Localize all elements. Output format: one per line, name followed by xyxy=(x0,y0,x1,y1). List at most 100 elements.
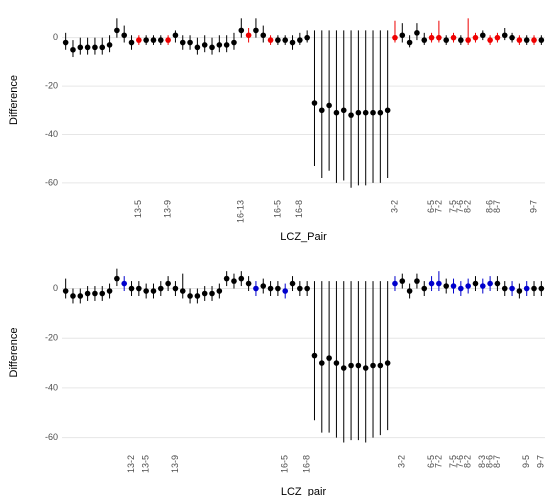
y-tick-label: -20 xyxy=(45,333,58,343)
point xyxy=(523,37,530,43)
point xyxy=(275,37,281,43)
point xyxy=(128,285,135,292)
point xyxy=(414,30,420,36)
point xyxy=(443,283,450,289)
point xyxy=(509,285,515,292)
point xyxy=(172,285,179,292)
point xyxy=(231,278,237,284)
point xyxy=(187,293,193,299)
y-tick-label: 0 xyxy=(53,283,58,293)
point xyxy=(136,285,142,292)
point xyxy=(377,362,384,369)
point xyxy=(238,27,245,34)
y-axis-title: Difference xyxy=(8,328,20,378)
point xyxy=(136,37,142,43)
x-axis-title: LCZ_pair xyxy=(281,486,327,496)
point xyxy=(406,39,413,46)
x-tick-label: 7-2 xyxy=(433,455,443,468)
point xyxy=(194,44,201,51)
point xyxy=(384,360,391,366)
point xyxy=(318,107,325,114)
point xyxy=(143,37,149,43)
point xyxy=(304,34,310,41)
point xyxy=(392,34,398,41)
y-tick-label: -40 xyxy=(45,129,58,139)
point xyxy=(282,288,289,294)
point xyxy=(201,290,208,297)
point xyxy=(99,290,106,297)
point xyxy=(348,112,354,118)
point xyxy=(494,280,501,287)
point xyxy=(479,32,486,39)
point xyxy=(106,288,113,294)
x-tick-label: 13-9 xyxy=(170,455,180,473)
x-tick-label: 3-2 xyxy=(389,200,399,213)
point xyxy=(355,109,362,116)
y-tick-label: -40 xyxy=(45,382,58,392)
point xyxy=(494,34,501,41)
point xyxy=(143,288,149,294)
x-tick-label: 8-3 xyxy=(477,455,487,468)
point xyxy=(487,280,493,287)
point xyxy=(84,290,91,297)
point xyxy=(165,37,171,43)
point xyxy=(414,278,420,284)
point xyxy=(157,285,164,292)
point xyxy=(472,280,479,287)
x-axis-title: LCZ_Pair xyxy=(280,231,327,243)
x-tick-label: 8-6 xyxy=(484,200,494,213)
x-tick-label: 13-5 xyxy=(133,200,143,218)
point xyxy=(297,37,303,43)
point xyxy=(77,293,84,299)
x-tick-label: 7-6 xyxy=(455,200,465,213)
point xyxy=(289,39,296,46)
x-tick-label: 8-6 xyxy=(484,455,494,468)
point xyxy=(260,32,267,39)
point xyxy=(150,288,157,294)
point xyxy=(450,34,457,41)
x-tick-label: 8-2 xyxy=(463,455,473,468)
x-tick-label: 9-7 xyxy=(536,455,546,468)
point xyxy=(304,285,310,292)
x-tick-label: 16-13 xyxy=(236,200,246,223)
point xyxy=(333,360,340,366)
point xyxy=(70,46,76,53)
x-tick-label: 8-7 xyxy=(492,200,502,213)
point xyxy=(472,34,479,41)
point xyxy=(157,37,164,43)
point xyxy=(223,42,230,48)
point xyxy=(340,107,347,114)
x-tick-label: 13-2 xyxy=(126,455,136,473)
x-tick-label: 9-7 xyxy=(528,200,538,213)
point xyxy=(538,37,545,43)
point xyxy=(84,44,91,51)
point xyxy=(421,37,428,43)
point xyxy=(187,39,193,46)
x-tick-label: 8-7 xyxy=(492,455,502,468)
point xyxy=(114,27,120,34)
point xyxy=(216,42,223,48)
point xyxy=(238,275,245,282)
point xyxy=(179,39,186,46)
x-tick-label: 16-5 xyxy=(280,455,290,473)
x-tick-label: 7-5 xyxy=(448,200,458,213)
x-tick-label: 7-5 xyxy=(448,455,458,468)
point xyxy=(245,32,252,39)
point xyxy=(179,288,186,294)
point xyxy=(509,34,515,41)
point xyxy=(99,44,106,51)
point xyxy=(106,42,113,48)
y-tick-label: -60 xyxy=(45,177,58,187)
point xyxy=(479,283,486,289)
point xyxy=(516,37,523,43)
y-axis-title: Difference xyxy=(8,75,20,125)
point xyxy=(311,100,318,106)
point xyxy=(348,362,354,369)
point xyxy=(436,34,442,41)
point xyxy=(443,37,450,43)
point xyxy=(150,37,157,43)
point xyxy=(209,290,215,297)
point xyxy=(465,37,471,43)
x-tick-label: 16-8 xyxy=(302,455,312,473)
